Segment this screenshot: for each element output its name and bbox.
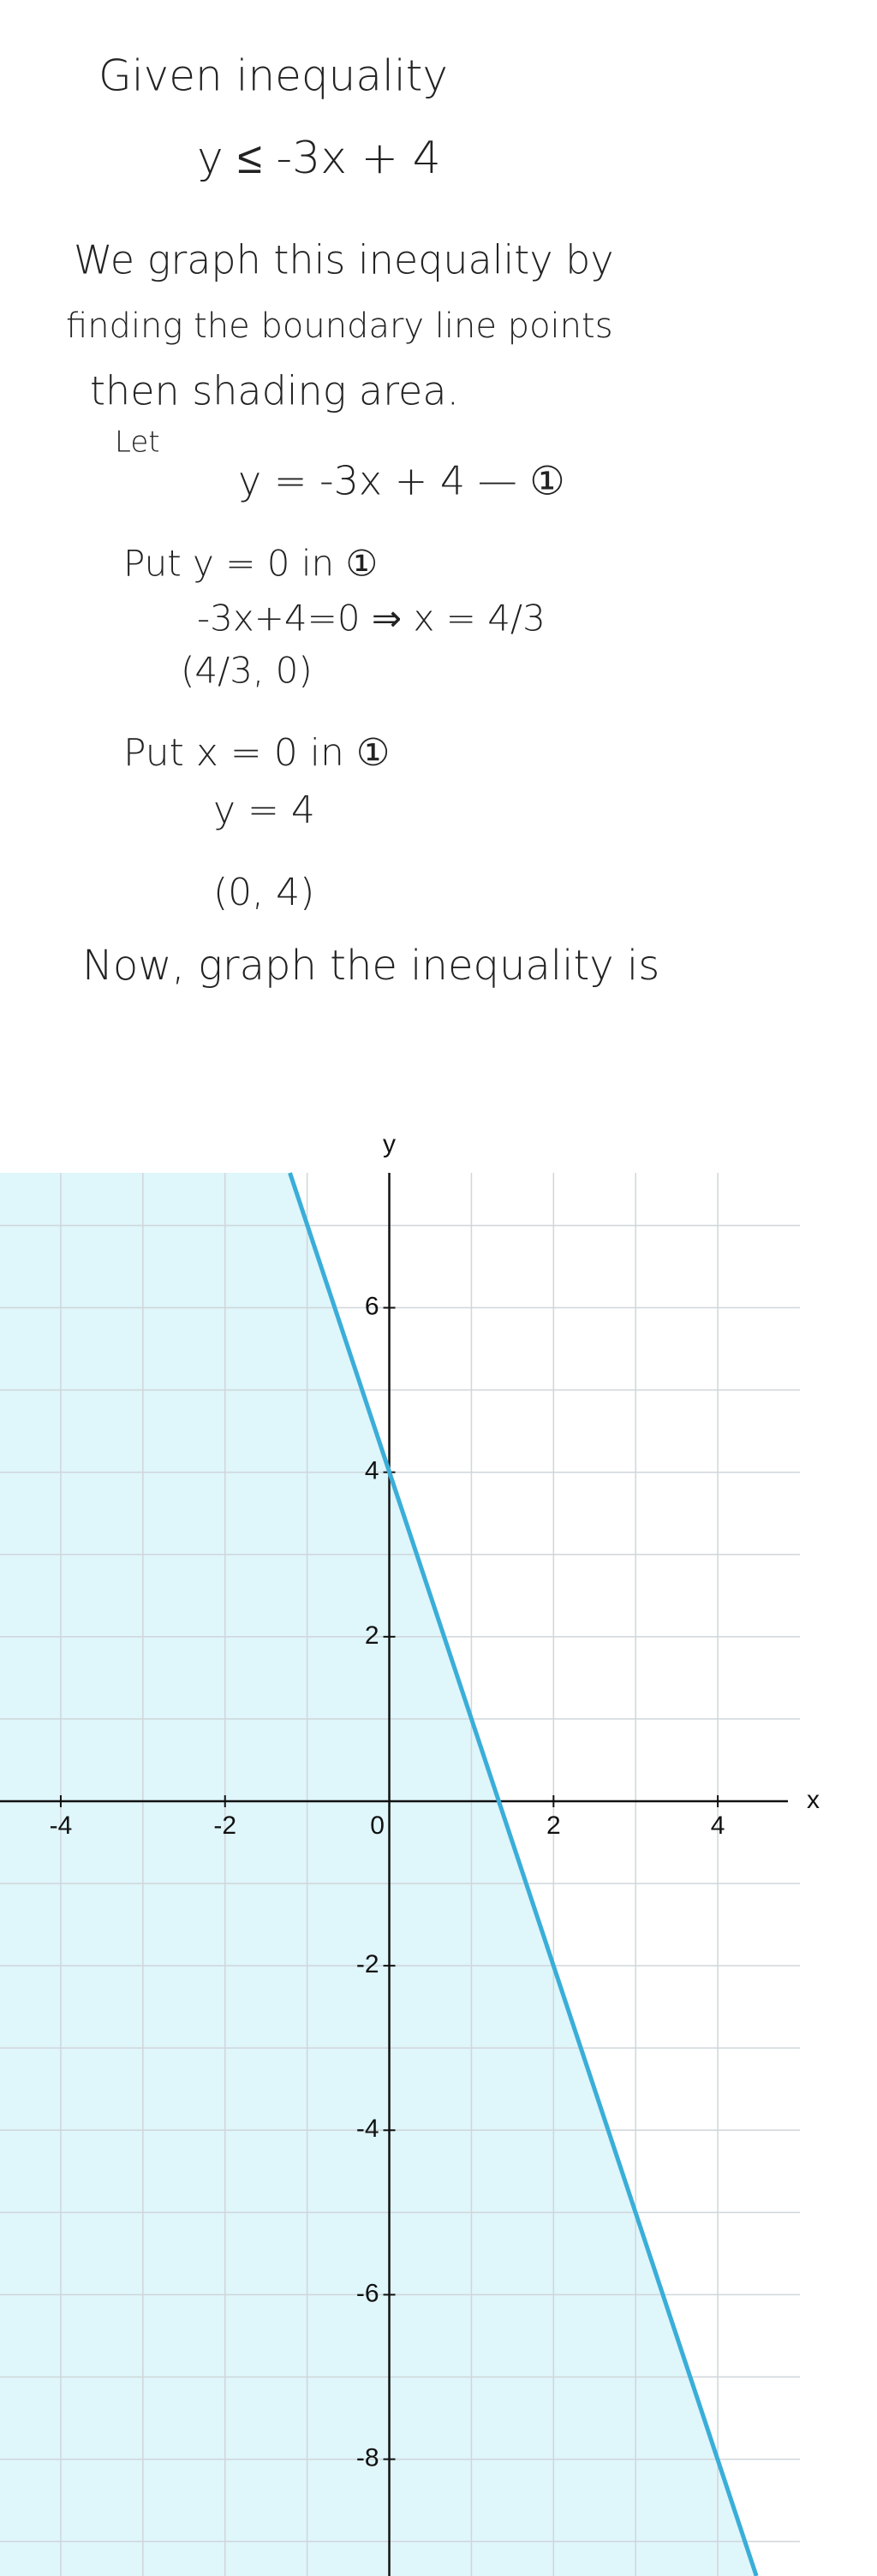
y-tick-label: -4 (356, 2115, 379, 2143)
text-line: then shading area. (90, 368, 459, 414)
y-tick-label: -6 (356, 2279, 379, 2307)
x-axis-label: x (807, 1786, 820, 1814)
boundary-line (288, 1172, 759, 2576)
heading: Given inequality (98, 51, 448, 101)
equation: -3x+4=0 ⇒ x = 4/3 (197, 598, 546, 640)
y-tick-label: 4 (365, 1457, 379, 1485)
text-line: We graph this inequality by (74, 237, 614, 283)
x-tick-label: 4 (711, 1812, 725, 1840)
y-tick-label: 2 (365, 1621, 379, 1650)
inequality: y ≤ -3x + 4 (197, 133, 441, 184)
x-tick-label: 0 (370, 1812, 385, 1840)
text-line: Let (115, 425, 160, 460)
point: (4/3, 0) (181, 650, 313, 692)
text-line: Now, graph the inequality is (82, 942, 659, 990)
y-tick-label: 6 (365, 1292, 379, 1320)
y-tick-label: -8 (356, 2443, 379, 2472)
x-tick-label: 2 (546, 1812, 561, 1840)
text-line: Put y = 0 in ① (123, 543, 378, 585)
text-line: Put x = 0 in ① (123, 731, 390, 775)
shaded-region (0, 1173, 757, 2576)
equation: y = -3x + 4 — ① (238, 458, 565, 504)
y-tick-label: -2 (356, 1950, 379, 1978)
point: (0, 4) (213, 871, 314, 914)
x-tick-label: -2 (213, 1812, 236, 1840)
y-axis-label: y (383, 1130, 396, 1158)
equation: y = 4 (213, 788, 315, 832)
x-tick-label: -4 (50, 1812, 73, 1840)
text-line: finding the boundary line points (66, 306, 613, 346)
